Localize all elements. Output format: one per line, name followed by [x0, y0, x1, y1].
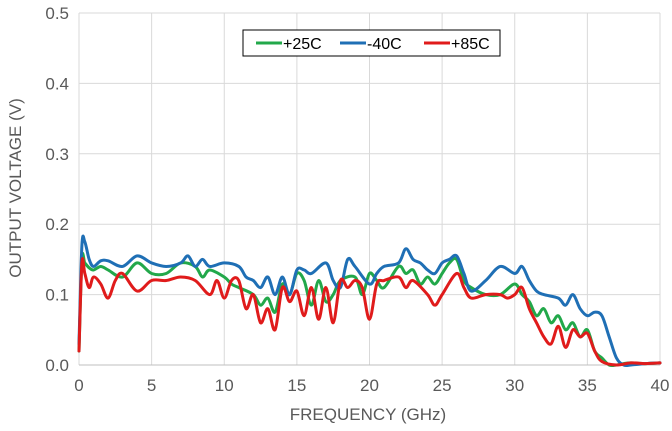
- x-tick-label: 40: [651, 376, 670, 395]
- y-tick-label: 0.0: [45, 356, 69, 375]
- gridlines: [78, 12, 661, 366]
- series-lines: [77, 234, 662, 368]
- x-tick-label: 25: [433, 376, 452, 395]
- legend-box: [242, 29, 501, 57]
- y-tick-label: 0.2: [45, 215, 69, 234]
- y-tick-label: 0.1: [45, 286, 69, 305]
- x-tick-label: 20: [360, 376, 379, 395]
- y-axis-title: OUTPUT VOLTAGE (V): [6, 98, 25, 277]
- x-tick-label: 5: [147, 376, 156, 395]
- x-tick-label: 0: [74, 376, 83, 395]
- x-tick-label: 15: [287, 376, 306, 395]
- x-tick-label: 30: [505, 376, 524, 395]
- legend-label: +25C: [283, 36, 322, 53]
- legend: +25C -40C +85C: [242, 29, 501, 57]
- x-tick-label: 10: [215, 376, 234, 395]
- legend-label: -40C: [367, 36, 402, 53]
- y-tick-label: 0.5: [45, 4, 69, 23]
- series-line-minus-40c: [77, 234, 662, 368]
- series-line-plusminus-85c: [77, 257, 662, 367]
- axes: 0 5 10 15 20 25 30 35 40 0.0 0.1 0.2 0.3 0.4 0.5: [45, 4, 669, 395]
- x-tick-label: 35: [578, 376, 597, 395]
- x-axis-title: FREQUENCY (GHz): [290, 405, 446, 424]
- y-tick-label: 0.4: [45, 74, 69, 93]
- legend-label: +85C: [451, 36, 490, 53]
- y-tick-label: 0.3: [45, 145, 69, 164]
